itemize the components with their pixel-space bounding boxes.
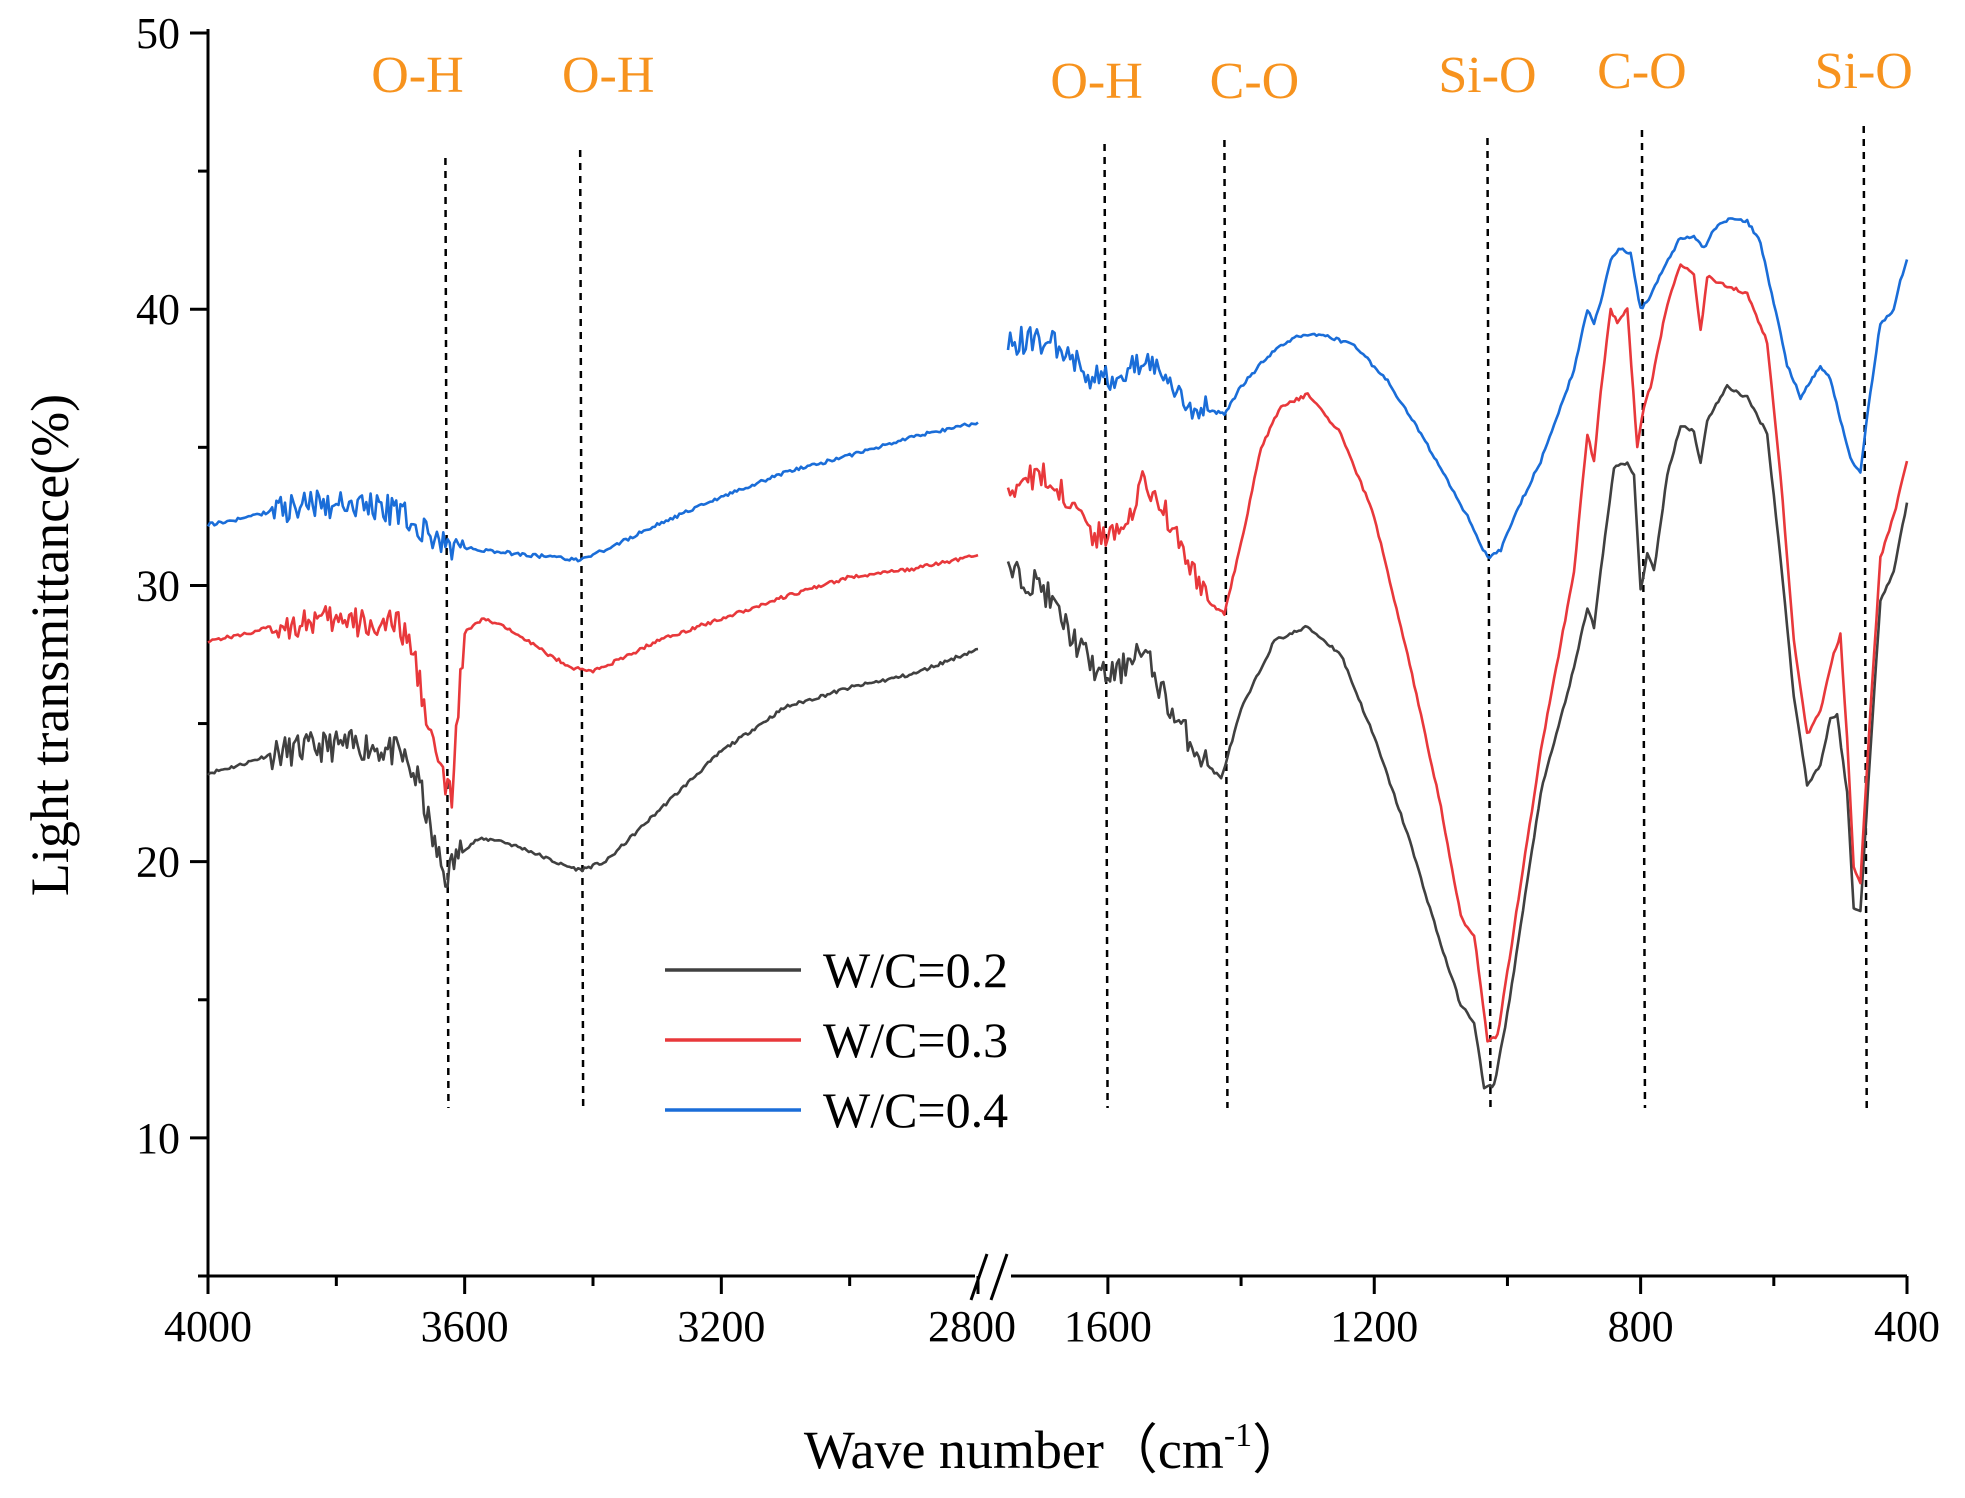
y-tick-label: 40 — [136, 285, 180, 334]
band-marker-line — [1862, 125, 1868, 1109]
axis-break-mark — [989, 1253, 1009, 1301]
x-axis-title: Wave number（cm-1） — [804, 1417, 1306, 1480]
band-marker-line — [1640, 129, 1647, 1109]
band-label: O-H — [1050, 53, 1142, 110]
x-axis-title-end: ） — [1252, 1420, 1306, 1480]
series-lines — [206, 217, 1909, 1090]
band-label: Si-O — [1815, 43, 1913, 100]
legend-label: W/C=0.4 — [823, 1082, 1008, 1138]
band-markers: O-H O-H O-H C-O Si-O C-O Si-O — [371, 43, 1913, 1109]
band-label: Si-O — [1438, 47, 1536, 104]
x-tick-label: 4000 — [164, 1302, 252, 1351]
series-line-W/C=0.4 — [1006, 217, 1909, 560]
band-marker-line — [1486, 137, 1492, 1109]
legend-label: W/C=0.2 — [823, 942, 1008, 998]
band-marker-line — [444, 157, 450, 1109]
band-label: O-H — [371, 47, 463, 104]
y-tick-label: 10 — [136, 1114, 180, 1163]
x-tick-label: 2800 — [928, 1302, 1016, 1351]
y-axis-title: Light transmittance(%) — [20, 394, 80, 896]
legend-label: W/C=0.3 — [823, 1012, 1008, 1068]
x-tick-label: 3200 — [677, 1302, 765, 1351]
axes: 10 20 30 40 50 4000 3600 3200 2800 1600 1200 800 400 — [136, 9, 1940, 1351]
y-tick-label: 50 — [136, 9, 180, 58]
x-tick-label: 400 — [1874, 1302, 1940, 1351]
x-tick-label: 800 — [1608, 1302, 1674, 1351]
x-axis-title-superscript: -1 — [1224, 1417, 1252, 1454]
x-tick-label: 1600 — [1064, 1302, 1152, 1351]
series-line-W/C=0.3 — [1006, 263, 1909, 1043]
band-label: C-O — [1597, 43, 1687, 100]
series-line-W/C=0.4 — [206, 421, 979, 563]
y-tick-label: 30 — [136, 561, 180, 610]
y-tick-label: 20 — [136, 838, 180, 887]
series-line-W/C=0.3 — [207, 553, 979, 809]
series-line-W/C=0.2 — [1006, 384, 1909, 1090]
band-label: C-O — [1210, 53, 1300, 110]
band-marker-line — [578, 149, 585, 1109]
legend: W/C=0.2 W/C=0.3 W/C=0.4 — [665, 942, 1008, 1138]
band-label: O-H — [562, 47, 654, 104]
x-axis-title-main: Wave number（cm — [804, 1420, 1224, 1480]
band-marker-line — [1223, 139, 1229, 1109]
x-tick-label: 1200 — [1330, 1302, 1418, 1351]
series-line-W/C=0.2 — [207, 647, 979, 888]
x-tick-label: 3600 — [421, 1302, 509, 1351]
band-marker-line — [1103, 143, 1109, 1109]
